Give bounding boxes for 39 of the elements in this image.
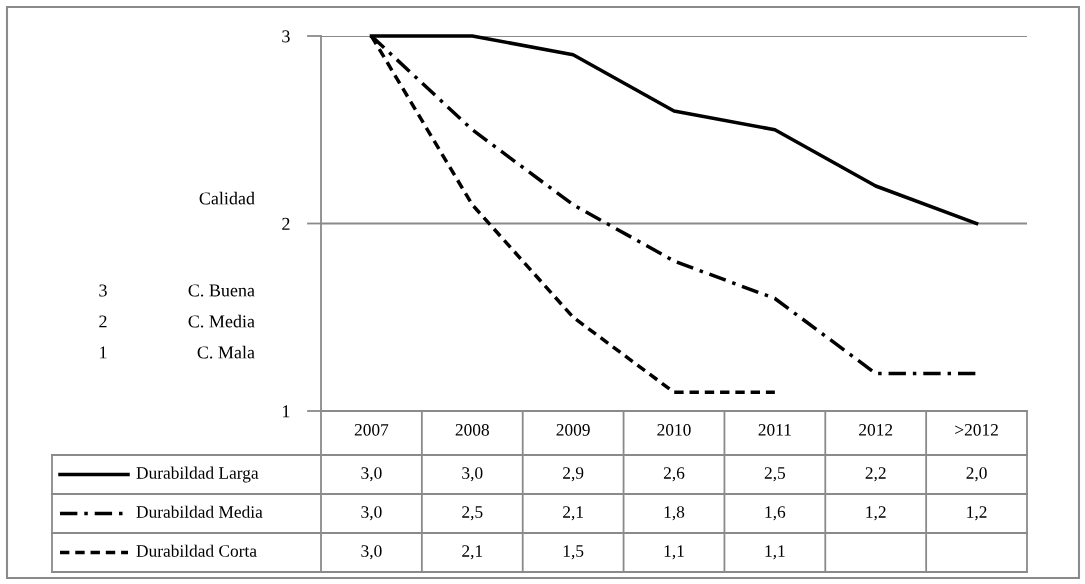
text: 3 xyxy=(99,284,107,297)
data-label: 2,1 xyxy=(563,506,583,521)
y-tick-label: 1 xyxy=(283,405,290,418)
text: C. Media xyxy=(188,314,255,328)
data-label: 3,0 xyxy=(361,506,382,521)
x-tick-label: 2009 xyxy=(556,424,590,436)
data-label: 1,2 xyxy=(866,506,886,521)
data-label: 1,1 xyxy=(765,545,785,560)
data-label: 3,0 xyxy=(361,545,382,560)
legend-label: Durabildad Larga xyxy=(136,466,259,483)
x-tick-label: 2012 xyxy=(859,424,893,436)
text: C. Buena xyxy=(188,284,255,297)
data-label: 2,5 xyxy=(462,506,483,521)
data-label: 2,6 xyxy=(663,467,685,482)
text: 2 xyxy=(99,315,107,328)
data-label: 1,1 xyxy=(664,545,684,560)
data-label: 1,6 xyxy=(765,506,786,521)
data-label: 2,2 xyxy=(865,467,886,482)
data-label: 1,5 xyxy=(563,545,584,560)
x-tick-label: 2010 xyxy=(657,424,691,436)
y-tick-label: 2 xyxy=(282,217,290,230)
data-label: 2,1 xyxy=(462,545,483,560)
legend-label: Durabildad Corta xyxy=(136,544,257,557)
data-label: 3,0 xyxy=(361,467,382,482)
x-tick-label: 2007 xyxy=(354,424,389,436)
x-tick-label: 2008 xyxy=(455,424,489,436)
data-label: 2,0 xyxy=(966,467,987,482)
data-label: 3,0 xyxy=(462,467,483,482)
data-label: 2,9 xyxy=(563,467,584,482)
x-tick-label: >2012 xyxy=(955,424,998,436)
text: C. Mala xyxy=(197,345,255,359)
y-tick-label: 3 xyxy=(282,30,290,43)
data-label: 1,2 xyxy=(967,506,987,521)
x-tick-label: 2011 xyxy=(758,424,791,436)
y-axis-title: Calidad xyxy=(199,191,255,205)
data-label: 1,8 xyxy=(664,506,685,521)
data-label: 2,5 xyxy=(764,467,786,482)
text: 1 xyxy=(100,346,107,359)
legend-label: Durabildad Media xyxy=(136,505,263,518)
